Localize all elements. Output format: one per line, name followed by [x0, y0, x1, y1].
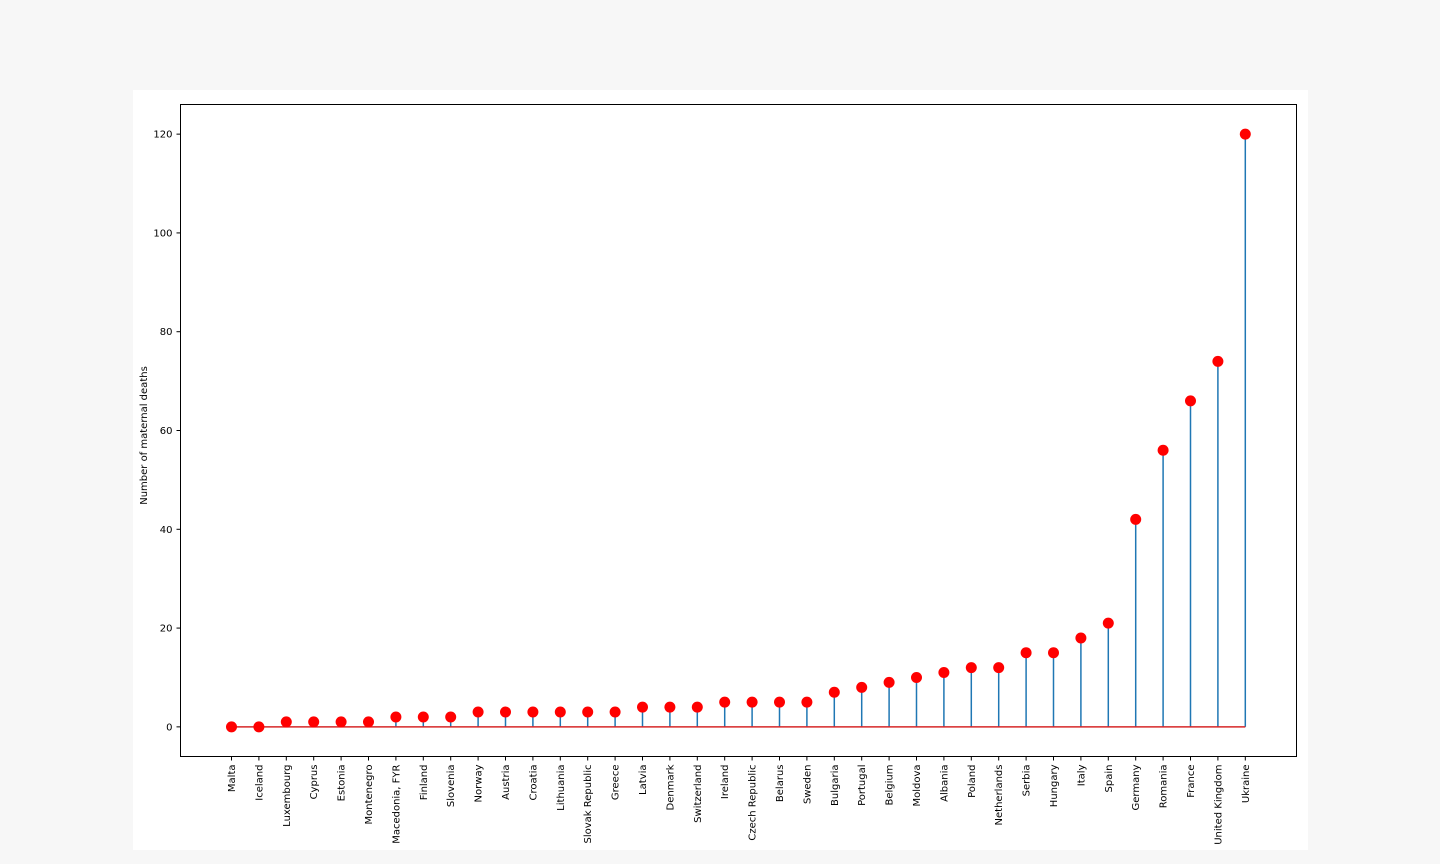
- x-tick-label: Czech Republic: [748, 765, 759, 841]
- stem-marker: [500, 706, 511, 718]
- stem-chart: 0 20 40 60 80 100 120 Malta Iceland Luxembourg Cy…: [139, 104, 1297, 845]
- stem-marker: [472, 706, 484, 718]
- x-tick-label: Finland: [419, 765, 430, 801]
- stem-marker: [911, 671, 922, 683]
- y-tick-label: 0: [166, 722, 172, 733]
- plot-frame: [180, 104, 1297, 757]
- x-tick-label: Montenegro: [364, 765, 375, 825]
- stems-group: [285, 134, 1247, 727]
- stem-marker: [226, 721, 237, 733]
- stem-marker: [554, 706, 566, 718]
- x-tick-label: Latvia: [638, 765, 649, 795]
- stem-marker: [746, 696, 758, 708]
- stem-marker: [609, 706, 621, 718]
- x-tick-label: Netherlands: [994, 765, 1005, 826]
- x-tick-label: Lithuania: [556, 765, 567, 811]
- x-tick-label: Malta: [227, 765, 238, 793]
- y-tick-label: 120: [153, 130, 172, 141]
- stem-marker: [308, 716, 320, 728]
- x-tick-label: Greece: [611, 765, 622, 801]
- x-tick-label: Spain: [1104, 765, 1115, 793]
- stem-marker: [993, 662, 1005, 674]
- y-axis-label: Number of maternal deaths: [139, 366, 150, 505]
- x-tick-label: Italy: [1076, 764, 1087, 786]
- stem-marker: [664, 701, 676, 713]
- x-tick-label: Belarus: [775, 765, 786, 803]
- x-tick-label: Slovenia: [446, 765, 457, 808]
- stem-marker: [883, 676, 895, 688]
- stem-marker: [1157, 444, 1169, 456]
- y-tick-label: 40: [160, 525, 173, 536]
- stem-marker: [582, 706, 594, 718]
- stem-marker: [1048, 647, 1059, 659]
- stem-marker: [1212, 355, 1224, 367]
- stem-marker: [417, 711, 429, 723]
- stem-marker: [1102, 617, 1114, 629]
- stem-marker: [801, 696, 813, 708]
- x-tick-label: Sweden: [802, 765, 813, 805]
- stem-marker: [828, 686, 840, 698]
- chart-figure: 0 20 40 60 80 100 120 Malta Iceland Luxembourg Cy…: [133, 90, 1308, 850]
- x-tick-label: Slovak Republic: [583, 765, 594, 844]
- x-tick-label: Norway: [474, 764, 485, 802]
- x-tick-label: Macedonia, FYR: [391, 764, 402, 843]
- markers-group: [226, 128, 1251, 733]
- x-tick-label: Cyprus: [309, 765, 320, 800]
- x-tick-label: France: [1186, 765, 1197, 798]
- stem-marker: [280, 716, 292, 728]
- x-tick-label: Luxembourg: [282, 765, 293, 827]
- y-tick-label: 100: [153, 228, 172, 239]
- x-tick-label: Croatia: [528, 765, 539, 801]
- y-tick-label: 60: [160, 426, 173, 437]
- x-tick-label: United Kingdom: [1213, 765, 1224, 845]
- x-tick-label: Moldova: [912, 765, 923, 807]
- x-tick-label: Hungary: [1049, 764, 1060, 807]
- stem-marker: [1185, 395, 1196, 407]
- stem-marker: [1239, 128, 1251, 140]
- stem-marker: [774, 696, 785, 708]
- stem-marker: [965, 662, 977, 674]
- x-tick-label: Belgium: [885, 765, 896, 806]
- x-tick-label: Switzerland: [693, 765, 704, 823]
- x-tick-label: Austria: [501, 765, 512, 800]
- x-tick-label: Bulgaria: [830, 765, 841, 806]
- stem-marker: [253, 721, 265, 733]
- stem-marker: [938, 667, 950, 679]
- stem-marker: [445, 711, 457, 723]
- stem-marker: [1075, 632, 1087, 644]
- x-tick-label: Albania: [939, 765, 950, 802]
- x-tick-label: Serbia: [1022, 765, 1033, 797]
- stem-marker: [390, 711, 402, 723]
- x-axis-ticks: Malta Iceland Luxembourg Cyprus Estonia Monte…: [227, 756, 1252, 845]
- x-tick-label: Germany: [1131, 764, 1142, 810]
- y-tick-label: 20: [160, 624, 173, 635]
- x-tick-label: Ukraine: [1241, 765, 1252, 804]
- stem-marker: [1130, 513, 1142, 525]
- stem-marker: [527, 706, 539, 718]
- stem-marker: [637, 701, 648, 713]
- x-tick-label: Poland: [967, 765, 978, 798]
- x-tick-label: Romania: [1159, 765, 1170, 809]
- x-tick-label: Portugal: [857, 765, 868, 806]
- stem-marker: [363, 716, 374, 728]
- stem-marker: [691, 701, 703, 713]
- stem-marker: [1020, 647, 1032, 659]
- x-tick-label: Estonia: [337, 765, 348, 802]
- stem-marker: [856, 681, 868, 693]
- x-tick-label: Iceland: [254, 765, 265, 801]
- y-axis-ticks: 0 20 40 60 80 100 120: [153, 130, 181, 733]
- y-tick-label: 80: [160, 327, 173, 338]
- stem-marker: [719, 696, 731, 708]
- stem-marker: [335, 716, 347, 728]
- x-tick-label: Denmark: [665, 764, 676, 810]
- x-tick-label: Ireland: [720, 765, 731, 800]
